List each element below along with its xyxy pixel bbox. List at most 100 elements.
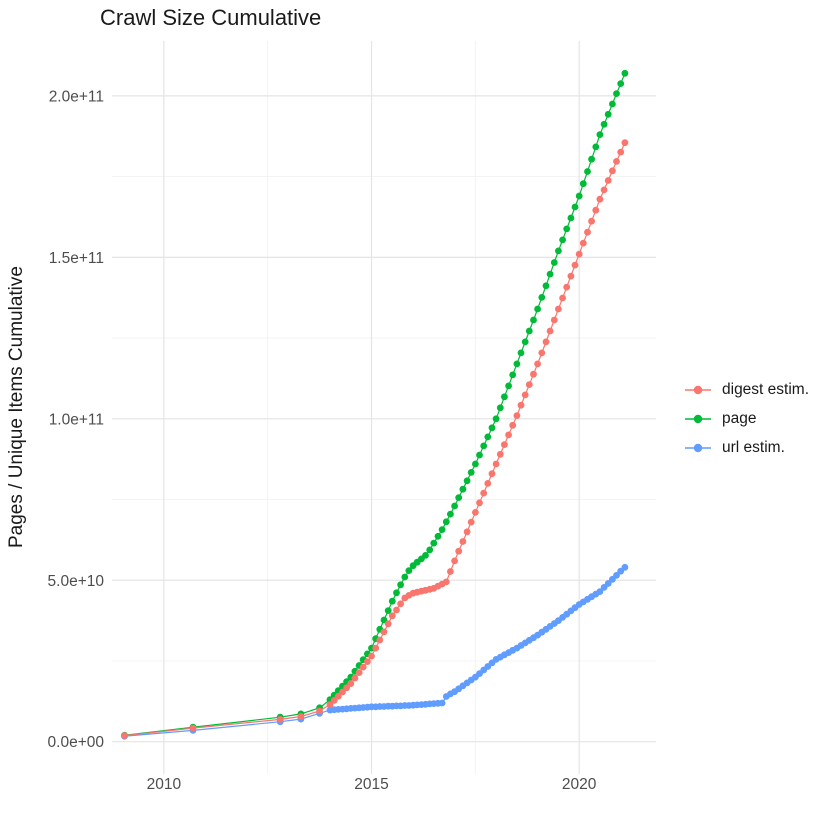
data-point-digest-estim: [484, 480, 492, 487]
data-point-digest-estim: [334, 692, 342, 700]
data-point-page: [488, 424, 496, 432]
data-point-page: [388, 597, 396, 605]
data-point-page: [401, 573, 409, 581]
data-point-page: [509, 371, 517, 379]
data-point-digest-estim: [538, 349, 546, 357]
data-point-page: [617, 80, 625, 87]
data-point-digest-estim: [442, 578, 450, 586]
data-point-page: [546, 270, 554, 278]
y-tick-label: 0.0e+00: [48, 734, 105, 751]
data-point-digest-estim: [359, 663, 367, 671]
data-point-digest-estim: [121, 732, 128, 739]
data-point-digest-estim: [534, 360, 541, 368]
data-point-digest-estim: [559, 294, 566, 302]
data-point-digest-estim: [617, 148, 625, 156]
data-point-url-estim: [621, 563, 629, 571]
data-point-page: [555, 247, 562, 255]
data-point-url-estim: [604, 580, 612, 587]
data-point-page: [476, 451, 483, 459]
data-point-page: [567, 214, 575, 222]
data-point-page: [451, 502, 458, 510]
data-point-digest-estim: [326, 701, 334, 708]
data-point-digest-estim: [492, 460, 500, 468]
data-point-digest-estim: [339, 688, 346, 696]
data-point-digest-estim: [388, 612, 396, 620]
data-point-page: [613, 90, 620, 97]
data-point-page: [588, 155, 595, 163]
legend-item-page: page: [683, 410, 809, 428]
x-tick-label: 2020: [562, 776, 597, 793]
data-point-page: [463, 477, 471, 485]
data-point-digest-estim: [368, 652, 375, 660]
data-point-page: [517, 349, 525, 357]
data-point-digest-estim: [480, 489, 488, 497]
x-tick-label: 2015: [354, 776, 388, 793]
data-point-page: [434, 532, 442, 540]
data-point-digest-estim: [351, 674, 359, 682]
data-point-digest-estim: [530, 370, 537, 378]
data-point-page: [534, 305, 541, 313]
data-point-page: [480, 442, 488, 450]
legend: digest estim. page url estim.: [683, 381, 809, 457]
data-point-digest-estim: [546, 327, 554, 335]
chart-title: Crawl Size Cumulative: [100, 5, 322, 30]
data-point-digest-estim: [501, 441, 508, 448]
data-point-digest-estim: [505, 431, 512, 439]
data-point-page: [621, 69, 629, 77]
data-point-page: [505, 382, 512, 390]
data-point-url-estim: [438, 699, 446, 707]
data-point-digest-estim: [588, 217, 595, 225]
data-point-digest-estim: [447, 568, 454, 575]
x-tick-label: 2010: [147, 776, 182, 793]
data-point-page: [579, 180, 587, 188]
y-tick-label: 5.0e+10: [48, 573, 105, 590]
data-point-url-estim: [613, 572, 620, 579]
data-point-page: [393, 589, 400, 597]
data-point-page: [525, 327, 533, 335]
data-point-digest-estim: [555, 305, 562, 313]
data-point-digest-estim: [384, 620, 392, 628]
data-point-page: [455, 494, 463, 501]
legend-key-page-icon: [685, 414, 711, 424]
data-point-digest-estim: [316, 707, 323, 715]
data-point-page: [397, 581, 404, 589]
data-point-digest-estim: [455, 547, 463, 555]
data-point-digest-estim: [393, 606, 400, 614]
data-point-page: [538, 294, 546, 301]
data-point-page: [459, 485, 467, 493]
data-point-digest-estim: [347, 680, 355, 687]
data-point-digest-estim: [613, 158, 620, 165]
data-point-digest-estim: [513, 412, 521, 419]
data-point-digest-estim: [525, 381, 533, 388]
data-point-digest-estim: [372, 644, 380, 652]
data-point-digest-estim: [380, 628, 388, 636]
data-point-page: [430, 539, 438, 547]
legend-item-url-estim: url estim.: [683, 439, 809, 457]
data-point-digest-estim: [451, 557, 458, 565]
data-point-page: [609, 100, 616, 108]
data-point-page: [492, 415, 500, 423]
data-point-digest-estim: [467, 518, 475, 526]
data-point-page: [426, 546, 434, 554]
data-point-page: [513, 360, 521, 368]
data-point-digest-estim: [575, 250, 583, 258]
legend-key-digest-estim-icon: [685, 385, 711, 395]
data-point-page: [438, 526, 446, 533]
data-point-page: [484, 433, 492, 441]
data-point-page: [575, 192, 583, 200]
data-point-page: [447, 510, 454, 518]
data-point-page: [442, 518, 450, 526]
data-point-url-estim: [596, 588, 604, 595]
data-point-digest-estim: [609, 167, 616, 175]
data-point-page: [604, 110, 612, 118]
data-point-digest-estim: [584, 228, 591, 236]
legend-label-url-estim: url estim.: [722, 439, 785, 456]
data-point-page: [467, 469, 475, 476]
data-point-digest-estim: [592, 206, 600, 214]
data-point-page: [501, 393, 508, 401]
legend-item-digest-estim: digest estim.: [683, 381, 809, 399]
data-point-page: [530, 316, 537, 324]
data-point-digest-estim: [571, 261, 579, 269]
data-point-digest-estim: [276, 716, 284, 723]
data-point-page: [559, 236, 566, 244]
